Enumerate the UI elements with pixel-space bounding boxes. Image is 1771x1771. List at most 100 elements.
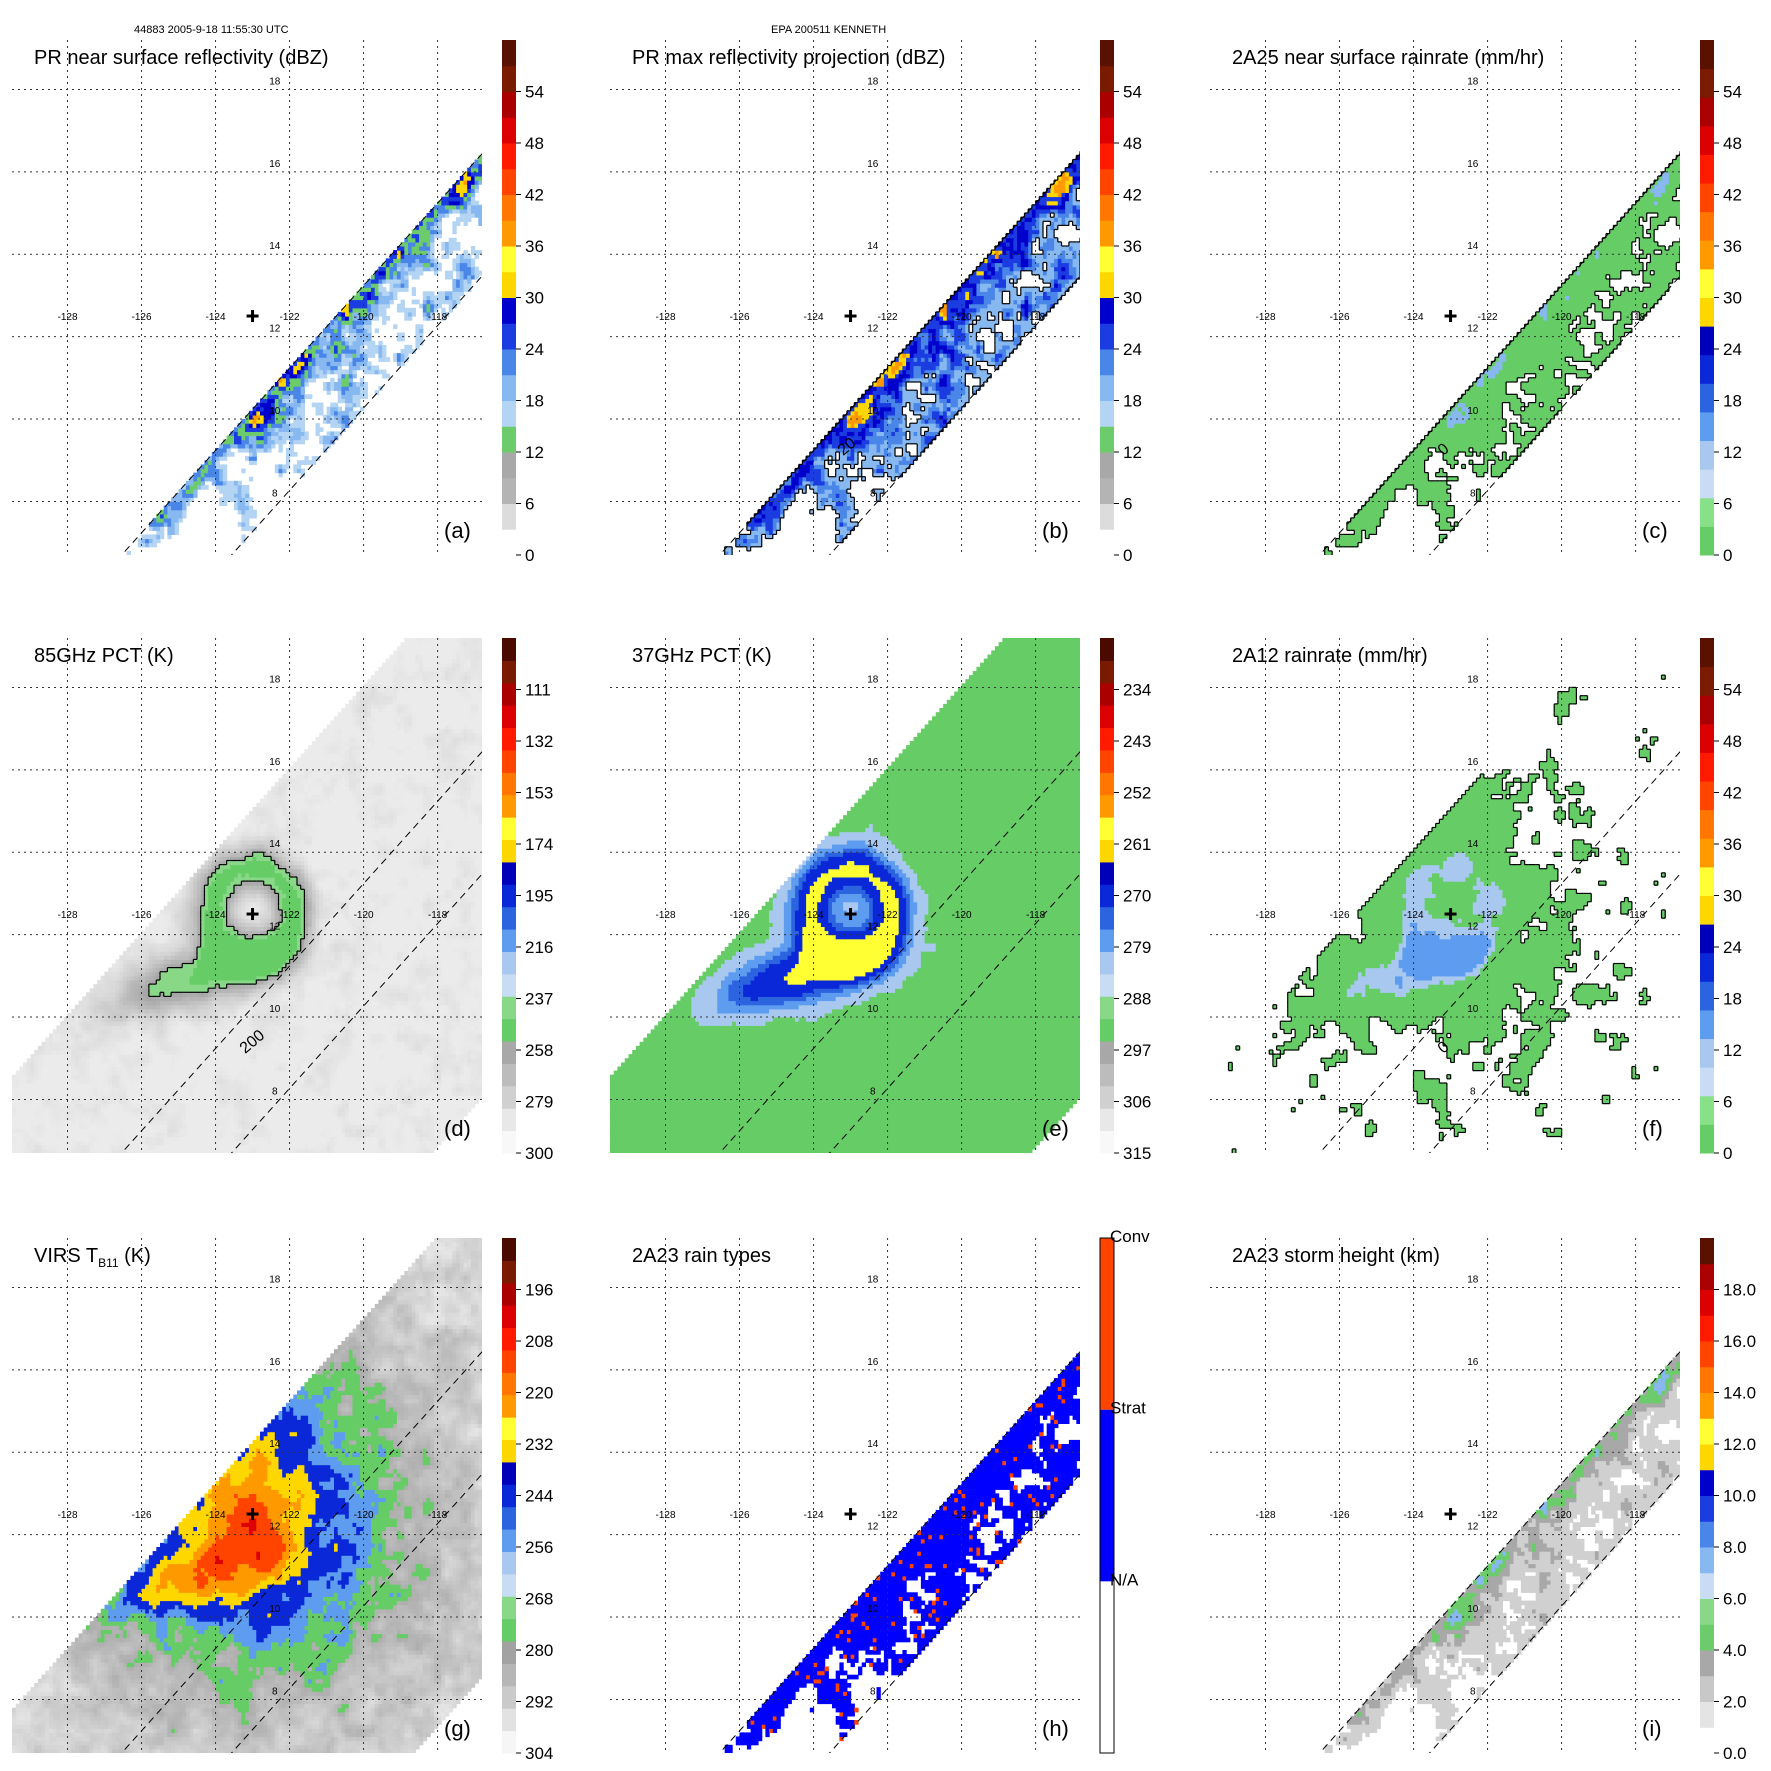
lat-tick-label: 14: [1467, 241, 1479, 252]
panel-f: -128 -126 -124 -122 -120 -118 8 10 12 14 16 18 0 2A12…: [1210, 638, 1742, 1163]
contours-d: [148, 851, 305, 998]
lat-tick-label: 16: [867, 757, 879, 768]
colorbar-segment: [502, 817, 516, 841]
colorbar-tick-label: 174: [525, 835, 553, 854]
colorbar-segment: [502, 400, 516, 427]
colorbar-segment: [1700, 383, 1714, 413]
grid-c: [1210, 40, 1680, 555]
colorbar-tick-label: 237: [525, 990, 553, 1009]
lon-tick-label: -128: [656, 910, 676, 921]
lon-tick-label: -124: [206, 1510, 226, 1521]
colorbar-tick-label: 0: [1723, 546, 1732, 565]
lat-tick-label: 10: [269, 1604, 281, 1615]
colorbar-segment: [502, 1305, 516, 1329]
colorbar-segment: [502, 1529, 516, 1552]
lon-tick-label: -118: [1026, 910, 1046, 921]
colorbar-segment: [1700, 1701, 1714, 1728]
colorbar-segment: [1100, 194, 1114, 221]
data-field-b: [724, 151, 1080, 555]
lon-tick-label: -122: [280, 1510, 300, 1521]
colorbar-tick-label: 24: [525, 340, 544, 359]
lat-tick-label: 12: [269, 1522, 281, 1533]
lat-tick-label: 18: [1467, 76, 1479, 87]
colorbar-tick-label: 36: [1123, 237, 1142, 256]
storm-center-icon: [844, 1508, 857, 1521]
lat-tick-label: 14: [269, 1439, 281, 1450]
panel-h: -128 -126 -124 -122 -120 -118 8 10 12 14 16 18 2A23 …: [610, 1227, 1150, 1754]
lon-tick-label: -118: [1026, 312, 1046, 323]
colorbar-segment: [1700, 1289, 1714, 1316]
colorbar-segment: [1100, 861, 1114, 885]
colorbar-tick-label: 14.0: [1723, 1384, 1756, 1403]
colorbar-segment: [502, 1108, 516, 1132]
lon-tick-label: -128: [1256, 1510, 1276, 1521]
lat-tick-label: 18: [867, 76, 879, 87]
colorbar-segment: [502, 1730, 516, 1754]
colorbar-tick-label: 16.0: [1723, 1332, 1756, 1351]
colorbar-tick-label: 279: [525, 1093, 553, 1112]
lon-tick-label: -124: [804, 910, 824, 921]
lat-tick-label: 8: [272, 1086, 278, 1097]
colorbar-segment: [502, 374, 516, 401]
colorbar-tick-label: 8.0: [1723, 1538, 1747, 1557]
colorbar-tick-label: 252: [1123, 784, 1151, 803]
lon-tick-label: -126: [730, 312, 750, 323]
colorbar-segment: [502, 91, 516, 118]
colorbar-segment: [502, 40, 516, 67]
lon-tick-label: -122: [280, 312, 300, 323]
colorbar-segment: [502, 1685, 516, 1709]
colorbar-tick-label: 24: [1123, 340, 1142, 359]
colorbar-segment: [1100, 839, 1114, 863]
colorbar-segment: [1700, 497, 1714, 527]
colorbar-segment: [1100, 323, 1114, 350]
lat-tick-label: 10: [867, 406, 879, 417]
lon-tick-label: -128: [656, 312, 676, 323]
colorbar-tick-label: 0: [1123, 546, 1132, 565]
colorbar-segment: [502, 1506, 516, 1530]
colorbar-segment: [502, 951, 516, 975]
colorbar-tick-label: 30: [525, 289, 544, 308]
colorbar-segment: [1100, 477, 1114, 504]
colorbar-segment: [1700, 1444, 1714, 1471]
data-field-e: [610, 638, 1080, 1153]
colorbar-tick-label: 24: [1723, 340, 1742, 359]
colorbar-tick-label: 48: [1723, 134, 1742, 153]
lat-tick-label: 12: [269, 324, 281, 335]
colorbar-tick-label: 30: [1123, 289, 1142, 308]
colorbar-segment: [1100, 426, 1114, 453]
colorbar-segment: [502, 906, 516, 930]
lon-tick-label: -120: [354, 1510, 374, 1521]
colorbar-tick-label: 220: [525, 1384, 553, 1403]
lon-tick-label: -126: [1330, 910, 1350, 921]
panel-a: -128 -126 -124 -122 -120 -118 8 10 12 14 16 18 PR ne…: [12, 40, 544, 565]
lat-tick-label: 8: [1470, 488, 1476, 499]
panel-letter: (d): [444, 1116, 471, 1141]
colorbar-tick-label: 0: [525, 546, 534, 565]
colorbar-segment: [502, 477, 516, 504]
panel-letter: (c): [1642, 518, 1668, 543]
colorbar-segment: [1700, 268, 1714, 298]
lon-tick-label: -118: [1626, 910, 1646, 921]
swath-edges-i: [1318, 1351, 1680, 1753]
lat-tick-label: 10: [1467, 1004, 1479, 1015]
colorbar-segment: [1100, 65, 1114, 92]
colorbar-segment: [502, 1439, 516, 1463]
colorbar-segment: [1100, 884, 1114, 908]
lat-tick-label: 18: [1467, 674, 1479, 685]
panel-c: -128 -126 -124 -122 -120 -118 8 10 12 14 16 18 0 2A25…: [1210, 40, 1742, 565]
lat-tick-label: 12: [1467, 324, 1479, 335]
lon-tick-label: -124: [206, 312, 226, 323]
colorbar-segment: [1100, 220, 1114, 247]
colorbar-segment: [1700, 354, 1714, 384]
colorbar-tick-label: 54: [525, 83, 544, 102]
grid-g: [12, 1238, 482, 1753]
data-field-d: [12, 638, 482, 1153]
colorbar-segment: [1100, 682, 1114, 706]
colorbar-segment: [1700, 809, 1714, 839]
colorbar-segment: [502, 1282, 516, 1306]
lon-tick-label: -124: [1404, 1510, 1424, 1521]
lon-tick-label: -120: [354, 312, 374, 323]
lon-tick-label: -126: [132, 1510, 152, 1521]
colorbar-segment: [1700, 469, 1714, 499]
panel-letter: (g): [444, 1716, 471, 1741]
